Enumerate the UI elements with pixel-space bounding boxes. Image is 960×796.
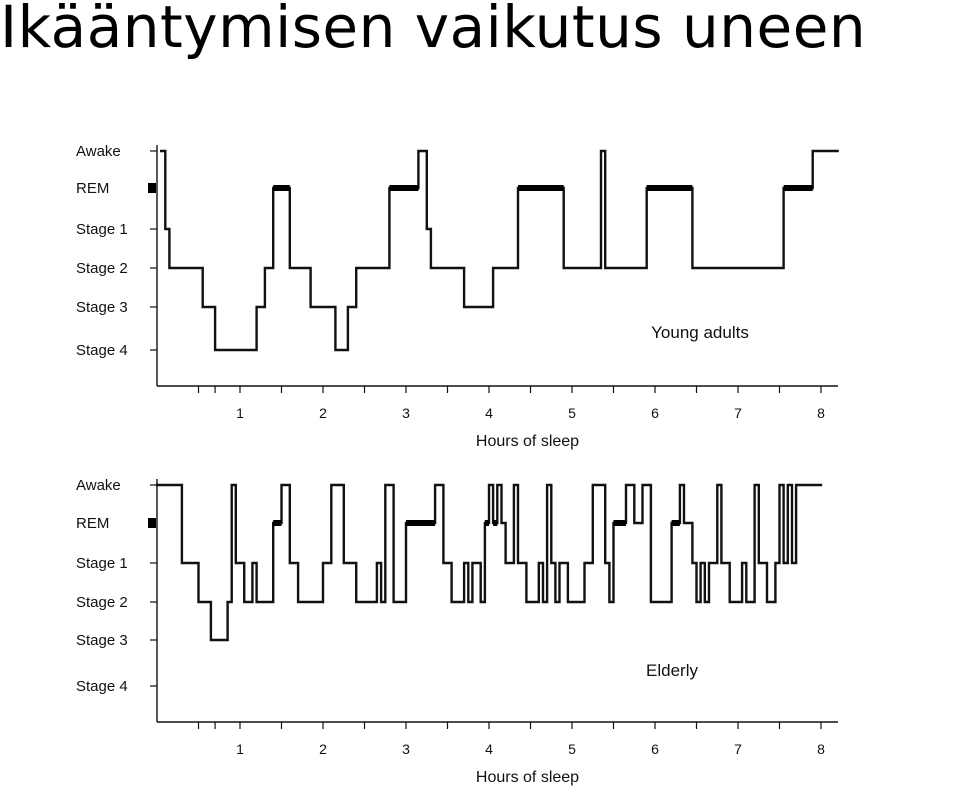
x-tick-label: 1	[236, 741, 244, 757]
stage-label: REM	[76, 180, 109, 197]
x-tick-label: 6	[651, 405, 659, 421]
x-tick-label: 3	[402, 405, 410, 421]
x-tick-label: 7	[734, 405, 742, 421]
young-adults-chart: Awake REM Stage 1 Stage 2 Stage 3 Stage 4 1 2 3 4…	[76, 143, 839, 450]
x-axis-title: Hours of sleep	[476, 769, 579, 786]
slide-title: Ikääntymisen vaikutus uneen	[0, 0, 867, 61]
stage-label: REM	[76, 515, 109, 532]
stage-label: Stage 3	[76, 299, 128, 316]
stage-label: Stage 2	[76, 260, 128, 277]
stage-label: Awake	[76, 477, 121, 494]
x-tick-label: 1	[236, 405, 244, 421]
stage-label: Stage 1	[76, 221, 128, 238]
stage-label: Stage 3	[76, 632, 128, 649]
x-tick-label: 8	[817, 741, 825, 757]
x-tick-label: 5	[568, 741, 576, 757]
elderly-chart: Awake REM Stage 1 Stage 2 Stage 3 Stage 4 1 2 3 4…	[76, 477, 838, 786]
chart-annotation: Elderly	[646, 661, 698, 680]
stage-label: Awake	[76, 143, 121, 160]
x-tick-label: 8	[817, 405, 825, 421]
stage-label: Stage 2	[76, 594, 128, 611]
x-tick-label: 4	[485, 741, 493, 757]
stage-label: Stage 1	[76, 555, 128, 572]
x-tick-label: 7	[734, 741, 742, 757]
stage-label: Stage 4	[76, 678, 128, 695]
chart-annotation: Young adults	[651, 323, 749, 342]
hypnogram-line	[155, 483, 823, 642]
x-tick-label: 2	[319, 405, 327, 421]
x-axis-title: Hours of sleep	[476, 433, 579, 450]
rem-marker	[148, 183, 156, 193]
stage-label: Stage 4	[76, 342, 128, 359]
x-tick-label: 2	[319, 741, 327, 757]
x-tick-label: 5	[568, 405, 576, 421]
hypnogram-line	[160, 149, 839, 352]
x-tick-label: 6	[651, 741, 659, 757]
x-tick-label: 4	[485, 405, 493, 421]
x-tick-label: 3	[402, 741, 410, 757]
rem-marker	[148, 518, 156, 528]
